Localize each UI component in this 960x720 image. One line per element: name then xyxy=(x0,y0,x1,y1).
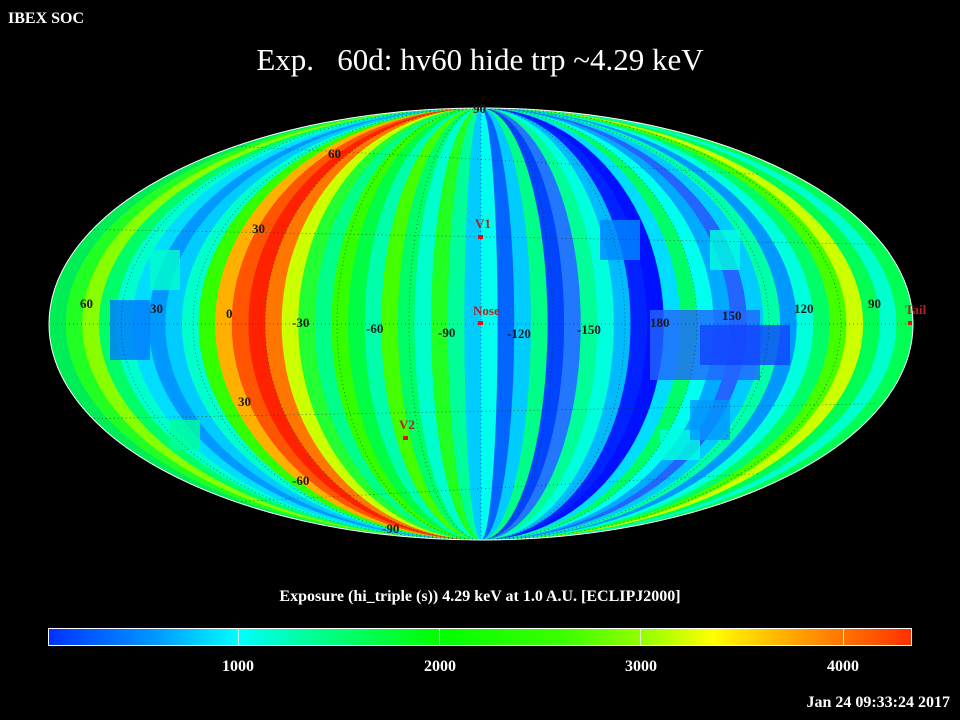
lon-label-minus30: -30 xyxy=(292,315,309,330)
map-border xyxy=(48,107,914,541)
colorbar-divider xyxy=(238,629,239,645)
lat-label-60: 60 xyxy=(328,146,341,161)
lat-label-minus60: -60 xyxy=(292,473,309,488)
exposure-band xyxy=(481,108,516,540)
exposure-patch xyxy=(690,400,730,440)
exposure-band xyxy=(481,108,565,540)
exposure-band xyxy=(381,108,481,540)
lon-label-180: 180 xyxy=(650,315,670,330)
exposure-band xyxy=(397,108,481,540)
soc-label: IBEX SOC xyxy=(8,10,85,27)
lon-label-0: 0 xyxy=(226,306,233,321)
exposure-patch xyxy=(110,300,150,360)
colorbar-tick-2000: 2000 xyxy=(424,658,456,675)
colorbar-title: Exposure (hi_triple (s)) 4.29 keV at 1.0… xyxy=(279,588,681,605)
exposure-patches xyxy=(110,220,790,460)
colorbar-tick-4000: 4000 xyxy=(827,658,859,675)
lat-label-90: 90 xyxy=(473,101,486,116)
lon-label-90: 90 xyxy=(868,296,881,311)
lat-label-30: 30 xyxy=(252,221,265,236)
exposure-patch xyxy=(170,420,200,450)
lon-label-minus120: -120 xyxy=(507,326,531,341)
exposure-band xyxy=(481,108,532,540)
lat-label-minus30: 30 xyxy=(238,394,251,409)
exposure-patch xyxy=(150,250,180,290)
exposure-band xyxy=(431,108,481,540)
colorbar-tick-3000: 3000 xyxy=(625,658,657,675)
colorbar-tick-1000: 1000 xyxy=(222,658,254,675)
lon-label-60: 60 xyxy=(80,296,93,311)
lon-label-minus150: -150 xyxy=(577,322,601,337)
exposure-patch xyxy=(710,230,740,270)
colorbar-divider xyxy=(640,629,641,645)
nose-label: Nose xyxy=(473,303,500,318)
tail-label: Tail xyxy=(905,302,927,317)
exposure-band xyxy=(481,108,599,540)
exposure-band xyxy=(364,108,481,540)
lon-label-30: 30 xyxy=(150,301,163,316)
exposure-patch xyxy=(700,325,790,365)
exposure-band xyxy=(481,108,549,540)
exposure-band xyxy=(414,108,481,540)
lon-label-minus90: -90 xyxy=(438,325,455,340)
lon-label-150: 150 xyxy=(722,308,742,323)
tail-marker xyxy=(908,321,912,325)
map-title: Exp. 60d: hv60 hide trp ~4.29 keV xyxy=(256,42,704,77)
timestamp: Jan 24 09:33:24 2017 xyxy=(806,694,950,711)
lat-label-minus90: -90 xyxy=(382,521,399,536)
exposure-band xyxy=(481,108,582,540)
exposure-patch xyxy=(600,220,640,260)
sky-map: 60 30 30 -60 90 -90 60 30 0 -30 -60 -90 … xyxy=(48,101,927,541)
v2-marker xyxy=(403,436,408,440)
colorbar xyxy=(48,628,912,646)
lon-label-120: 120 xyxy=(794,301,814,316)
nose-marker xyxy=(478,321,483,325)
colorbar-divider xyxy=(439,629,440,645)
colorbar-divider xyxy=(843,629,844,645)
lon-label-minus60: -60 xyxy=(366,321,383,336)
v1-label: V1 xyxy=(475,216,491,231)
v1-marker xyxy=(478,235,483,239)
v2-label: V2 xyxy=(399,417,415,432)
